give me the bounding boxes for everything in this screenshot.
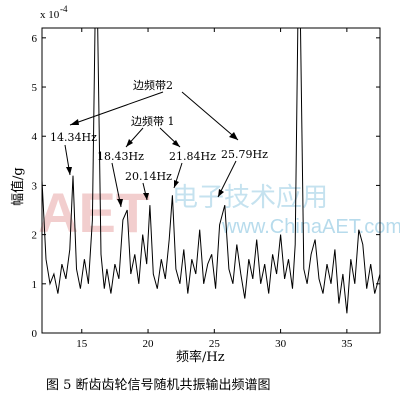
annot-21-84hz: 21.84Hz xyxy=(169,150,216,163)
watermark-letters: AET xyxy=(38,181,150,244)
y-scale-exponent: -4 xyxy=(60,4,68,14)
y-tick-label: 4 xyxy=(32,131,38,143)
y-tick-label: 1 xyxy=(32,279,38,291)
arrow-g2-left-head xyxy=(70,119,79,125)
spectrum-series-line xyxy=(41,27,381,314)
y-scale-label: x 10 xyxy=(40,9,60,21)
x-tick-label: 15 xyxy=(76,338,88,350)
arrow-14-34-head xyxy=(66,167,72,175)
watermark-cn: 电子技术应用 xyxy=(172,183,328,213)
y-ticks: 0 1 2 3 4 5 6 xyxy=(32,33,380,340)
arrow-18-43-head xyxy=(117,199,123,207)
y-tick-label: 6 xyxy=(32,33,38,45)
arrow-g2-right-head xyxy=(229,132,238,140)
x-tick-label: 35 xyxy=(341,338,353,350)
annotations: 边频带2 边频带 1 14.34Hz 18.43Hz 20.14Hz 21.84… xyxy=(50,78,268,208)
x-axis-label: 频率/Hz xyxy=(176,349,225,365)
arrow-g1-right-head xyxy=(172,140,180,147)
watermark-url: www.ChinaAET.com xyxy=(221,216,400,238)
y-axis-label: 幅值/g xyxy=(10,167,26,206)
annot-25-79hz: 25.79Hz xyxy=(221,148,268,161)
arrow-21-84-head xyxy=(174,180,179,188)
x-tick-label: 30 xyxy=(275,338,287,350)
y-tick-label: 5 xyxy=(32,82,38,94)
y-tick-label: 3 xyxy=(32,180,38,192)
figure-caption: 图 5 断齿齿轮信号随机共振输出频谱图 xyxy=(46,377,271,393)
x-tick-label: 25 xyxy=(209,338,221,350)
arrow-20-14-head xyxy=(143,193,149,200)
x-tick-label: 20 xyxy=(143,338,155,350)
arrow-g1-left-head xyxy=(126,139,133,147)
annot-18-43hz: 18.43Hz xyxy=(97,150,144,163)
annot-group2: 边频带2 xyxy=(133,78,173,92)
annot-group1: 边频带 1 xyxy=(131,114,175,128)
x-ticks: 15 20 25 30 35 xyxy=(76,28,353,350)
arrow-g2-right xyxy=(181,91,239,141)
arrow-25-79-head xyxy=(218,189,224,197)
y-tick-label: 2 xyxy=(32,230,38,242)
watermark: AET 电子技术应用 www.ChinaAET.com xyxy=(38,181,400,244)
y-tick-label: 0 xyxy=(32,328,38,340)
arrow-g2-left xyxy=(69,91,164,126)
annot-20-14hz: 20.14Hz xyxy=(125,170,172,183)
annot-14-34hz: 14.34Hz xyxy=(50,131,97,144)
